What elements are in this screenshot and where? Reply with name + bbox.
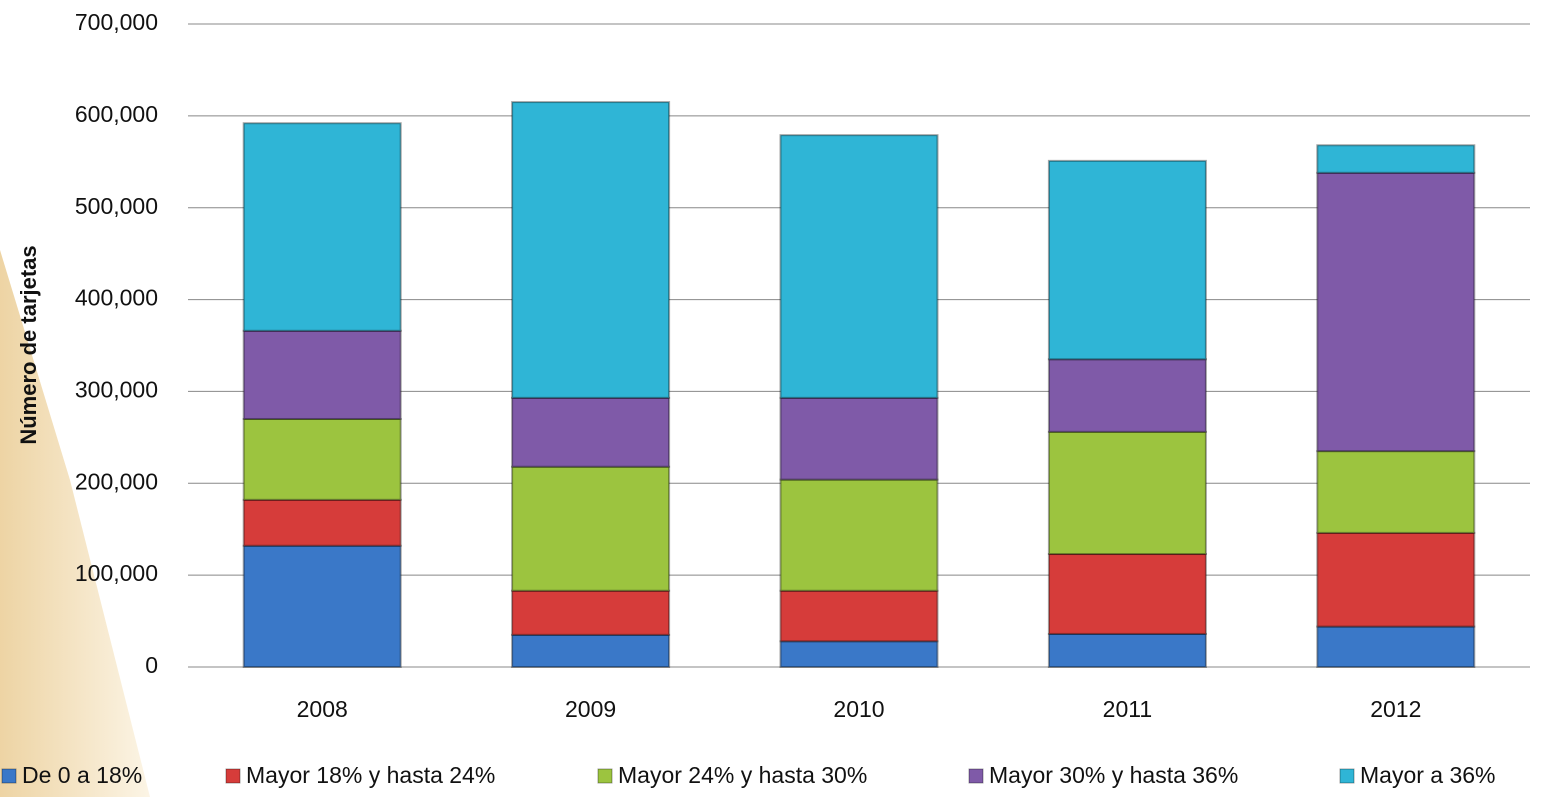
bar-segment [1316, 625, 1476, 669]
y-tick-label: 100,000 [75, 560, 158, 586]
legend-swatch [1, 768, 17, 784]
legend-label: Mayor 30% y hasta 36% [989, 762, 1238, 788]
bar-segment [511, 633, 671, 668]
bar-segment [1316, 171, 1476, 453]
x-tick-label: 2008 [297, 696, 348, 722]
bar-segment [242, 498, 402, 547]
background-wedge [0, 250, 150, 797]
bar-segment [242, 122, 402, 332]
legend-swatch [225, 768, 241, 784]
legend-swatch [597, 768, 613, 784]
bar-segment [779, 478, 939, 592]
y-tick-label: 500,000 [75, 193, 158, 219]
legend-label: Mayor 18% y hasta 24% [246, 762, 495, 788]
legend-label: De 0 a 18% [22, 762, 142, 788]
y-tick-label: 600,000 [75, 101, 158, 127]
bar-segment [1316, 144, 1476, 174]
bar-segment [1047, 358, 1207, 433]
bar-segment [511, 101, 671, 399]
bar-segment [1316, 450, 1476, 534]
y-tick-label: 700,000 [75, 9, 158, 35]
bar-segment [511, 396, 671, 468]
legend-swatch [968, 768, 984, 784]
x-tick-label: 2009 [565, 696, 616, 722]
x-tick-label: 2011 [1103, 696, 1152, 722]
y-tick-label: 200,000 [75, 468, 158, 494]
bar-segment [779, 589, 939, 643]
legend-label: Mayor a 36% [1360, 762, 1496, 788]
bar-segment [511, 589, 671, 636]
bar-segment [779, 640, 939, 669]
y-tick-label: 0 [145, 652, 158, 678]
bar-segment [1316, 531, 1476, 628]
bar-segment [511, 465, 671, 592]
x-tick-label: 2012 [1370, 696, 1421, 722]
y-tick-label: 300,000 [75, 377, 158, 403]
bar-segment [242, 544, 402, 669]
bar-segment [1047, 430, 1207, 556]
bar-segment [779, 134, 939, 399]
y-axis-label: Número de tarjetas [16, 245, 41, 444]
x-tick-label: 2010 [833, 696, 884, 722]
bar-segment [242, 329, 402, 420]
bar-segment [1047, 159, 1207, 361]
bar-segment [242, 417, 402, 501]
bar-segment [1047, 553, 1207, 635]
bar-segment [1047, 632, 1207, 669]
bar-segment [779, 396, 939, 481]
y-tick-label: 400,000 [75, 285, 158, 311]
legend-swatch [1339, 768, 1355, 784]
legend-label: Mayor 24% y hasta 30% [618, 762, 867, 788]
